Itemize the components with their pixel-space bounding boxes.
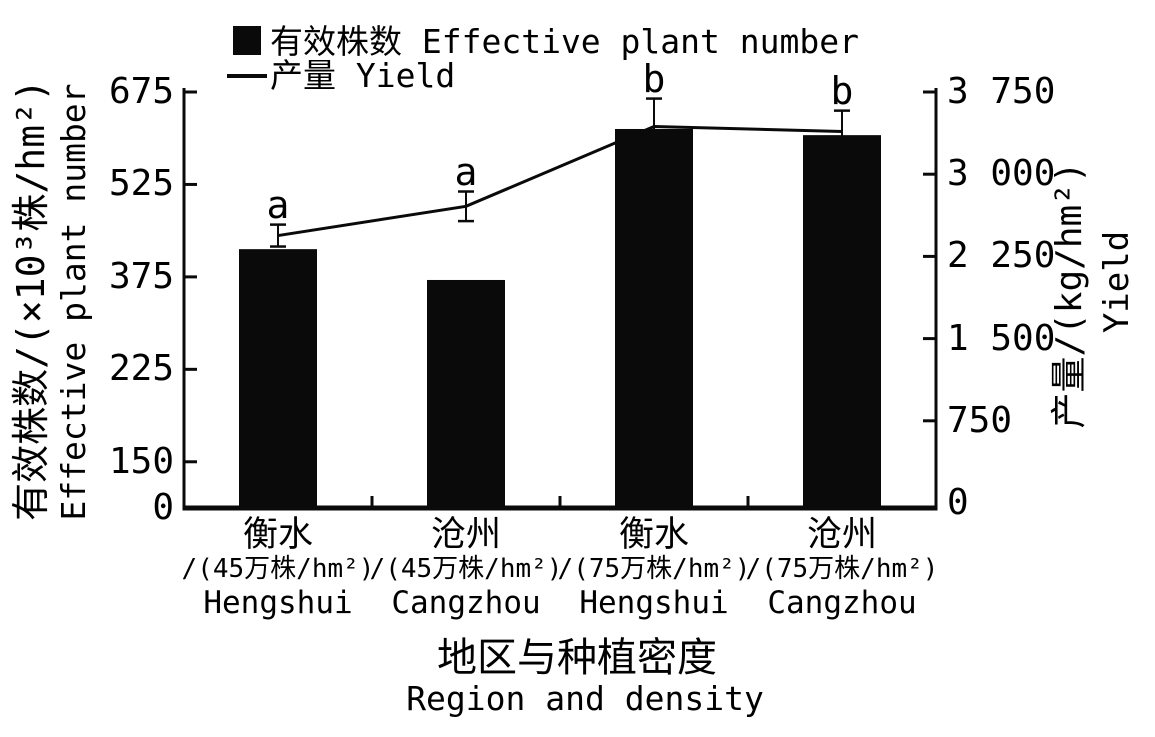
category-label-region-en: Cangzhou xyxy=(391,585,541,621)
bar-effective-plant-number xyxy=(427,279,505,508)
category-label-density: /(45万株/hm²) xyxy=(181,554,375,584)
category-label-region-en: Hengshui xyxy=(579,585,729,621)
right-axis-tick-label: 0 xyxy=(947,482,969,523)
bar-effective-plant-number xyxy=(239,249,317,508)
left-axis-tick-label: 375 xyxy=(108,255,174,297)
left-axis-tick-label: 0 xyxy=(152,487,174,528)
category-label-region-en: Cangzhou xyxy=(767,585,917,621)
significance-letter: b xyxy=(830,68,854,113)
legend-label-line-series: 产量 Yield xyxy=(270,56,456,95)
category-label-region-zh: 沧州 xyxy=(806,515,877,555)
right-axis-tick-label: 750 xyxy=(947,399,1013,441)
category-label-region-zh: 沧州 xyxy=(430,515,501,555)
right-axis-tick-label: 2 250 xyxy=(947,235,1056,277)
right-axis-title-en: Yield xyxy=(1097,230,1137,334)
category-label-region-en: Hengshui xyxy=(203,585,353,621)
category-label-region-zh: 衡水 xyxy=(618,515,689,555)
bar-series-swatch-icon xyxy=(233,26,261,55)
bar-effective-plant-number xyxy=(803,135,881,508)
category-label-density: /(75万株/hm²) xyxy=(745,554,939,584)
left-axis-title-zh: 有效株数/(×10³株/hm²) xyxy=(9,79,53,521)
category-label-density: /(45万株/hm²) xyxy=(369,554,563,584)
significance-letter: b xyxy=(642,56,666,101)
significance-letter: a xyxy=(266,182,290,227)
significance-letter: a xyxy=(454,149,478,194)
left-axis-tick-label: 525 xyxy=(108,163,174,205)
bar-effective-plant-number xyxy=(615,128,693,508)
right-axis-title-zh: 产量/(kg/hm²) xyxy=(1049,161,1090,429)
x-axis-title-en: Region and density xyxy=(406,679,764,718)
category-label-density: /(75万株/hm²) xyxy=(557,554,751,584)
right-axis-tick-label: 3 750 xyxy=(947,71,1056,112)
right-axis-tick-label: 3 000 xyxy=(947,153,1056,195)
legend-label-bar-series: 有效株数 Effective plant number xyxy=(270,22,859,61)
left-axis-title-en: Effective plant number xyxy=(54,83,93,521)
x-axis-title-zh: 地区与种植密度 xyxy=(437,635,717,681)
category-label-region-zh: 衡水 xyxy=(242,515,313,555)
yield-line xyxy=(277,125,843,238)
line-series-swatch-icon xyxy=(227,74,267,78)
left-axis-tick-label: 225 xyxy=(108,348,174,390)
left-axis-tick-label: 150 xyxy=(108,440,174,482)
left-axis-tick-label: 675 xyxy=(108,71,174,112)
right-axis-tick-label: 1 500 xyxy=(947,317,1056,359)
